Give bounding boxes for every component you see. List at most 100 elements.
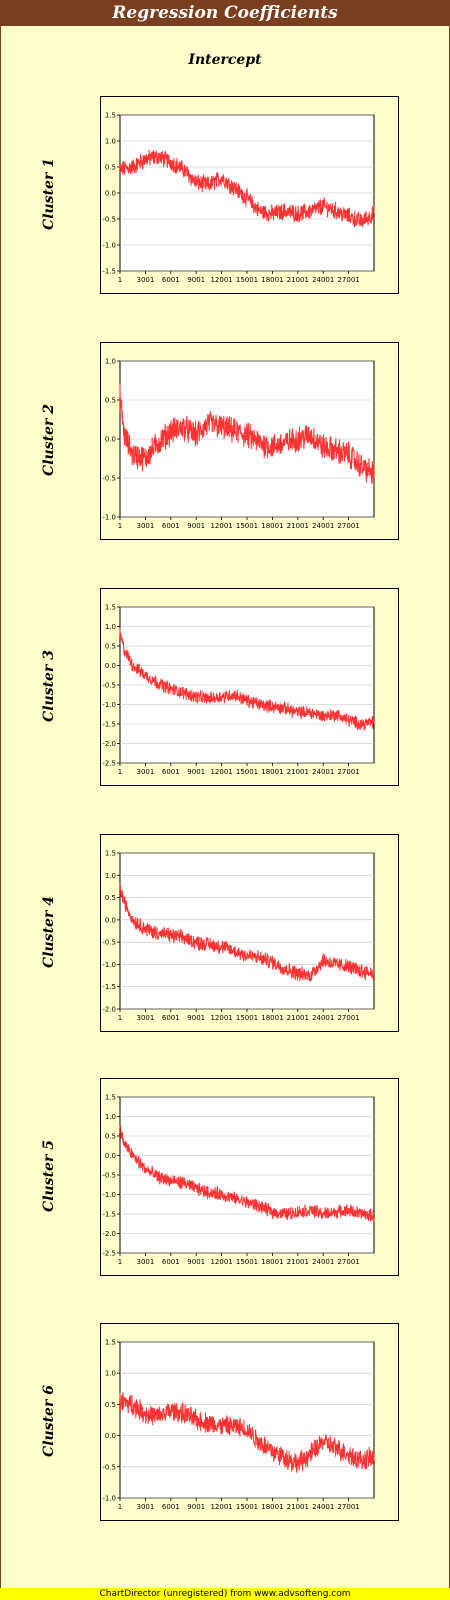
series-line [119, 883, 375, 982]
x-tick-label: 9001 [187, 276, 205, 284]
left-border [0, 26, 1, 1588]
cluster-axis-label: Cluster 3 [41, 650, 57, 722]
chart-panel: 1.5 1.0 0.5 0.0 -0.5 -1.0 -1.5 -2.0 -2.5 1 3001 600… [100, 1078, 399, 1276]
y-tick-label: -1.0 [102, 514, 116, 522]
series-line [119, 384, 375, 484]
y-tick-label: 0.0 [105, 1432, 116, 1440]
y-tick-label: 0.0 [105, 916, 116, 924]
cluster-axis-label: Cluster 1 [41, 158, 57, 230]
y-tick-label: -0.5 [102, 682, 116, 690]
y-tick-label: -0.5 [102, 1172, 116, 1180]
chart-svg: 1.5 1.0 0.5 0.0 -0.5 -1.0 -1.5 -2.01 3001 6001 900… [102, 850, 375, 1022]
x-tick-label: 1 [118, 276, 122, 284]
y-tick-label: -1.5 [102, 1211, 116, 1219]
x-tick-label: 6001 [162, 1014, 180, 1022]
x-tick-label: 24001 [312, 1014, 334, 1022]
x-tick-label: 15001 [236, 522, 258, 530]
y-tick-label: 0.0 [105, 662, 116, 670]
y-tick-label: 0.0 [105, 436, 116, 444]
x-tick-label: 3001 [136, 276, 154, 284]
chart-title-bar: Regression Coefficients [0, 0, 450, 26]
x-tick-label: 21001 [287, 1014, 309, 1022]
x-tick-label: 9001 [187, 1258, 205, 1266]
x-tick-label: 21001 [287, 522, 309, 530]
x-tick-label: 21001 [287, 276, 309, 284]
cluster-axis-label: Cluster 4 [41, 896, 57, 968]
page-title: Regression Coefficients [112, 3, 338, 23]
chart-svg: 1.5 1.0 0.5 0.0 -0.5 -1.01 3001 6001 9001 12001 15… [102, 1339, 375, 1511]
x-tick-label: 21001 [287, 768, 309, 776]
cluster-axis-label: Cluster 5 [41, 1140, 57, 1212]
y-tick-label: 0.5 [105, 164, 116, 172]
x-tick-label: 21001 [287, 1258, 309, 1266]
y-tick-label: -1.0 [102, 1495, 116, 1503]
y-tick-label: 0.5 [105, 1401, 116, 1409]
y-tick-label: 1.5 [105, 850, 116, 858]
x-tick-label: 15001 [236, 1014, 258, 1022]
x-tick-label: 15001 [236, 1503, 258, 1511]
x-tick-label: 15001 [236, 1258, 258, 1266]
y-tick-label: -2.5 [102, 1250, 116, 1258]
x-tick-label: 1 [118, 768, 122, 776]
y-tick-label: 1.0 [105, 138, 116, 146]
y-tick-label: -2.5 [102, 760, 116, 768]
y-tick-label: -1.0 [102, 701, 116, 709]
x-tick-label: 6001 [162, 522, 180, 530]
series-line [119, 1125, 375, 1222]
x-tick-label: 6001 [162, 1503, 180, 1511]
y-tick-label: 0.0 [105, 190, 116, 198]
x-tick-label: 3001 [136, 1503, 154, 1511]
chart-panel: 1.5 1.0 0.5 0.0 -0.5 -1.0 1 3001 6001 9001 12001 15… [100, 1323, 399, 1521]
x-tick-label: 12001 [210, 1503, 232, 1511]
chart-panel: 1.5 1.0 0.5 0.0 -0.5 -1.0 -1.5 1 3001 6001 9001 120… [100, 96, 399, 294]
x-tick-label: 1 [118, 1258, 122, 1266]
y-tick-label: -2.0 [102, 1230, 116, 1238]
y-tick-label: -0.5 [102, 216, 116, 224]
y-tick-label: 1.5 [105, 1094, 116, 1102]
x-tick-label: 12001 [210, 1014, 232, 1022]
x-tick-label: 15001 [236, 276, 258, 284]
x-tick-label: 1 [118, 1503, 122, 1511]
cluster-axis-label: Cluster 6 [41, 1385, 57, 1457]
series-line [119, 1391, 375, 1473]
x-tick-label: 9001 [187, 1503, 205, 1511]
y-tick-label: 1.0 [105, 1113, 116, 1121]
x-tick-label: 27001 [337, 1258, 359, 1266]
x-tick-label: 6001 [162, 768, 180, 776]
x-tick-label: 21001 [287, 1503, 309, 1511]
chart-panel: 1.5 1.0 0.5 0.0 -0.5 -1.0 -1.5 -2.0 -2.5 1 3001 600… [100, 588, 399, 786]
x-tick-label: 24001 [312, 522, 334, 530]
x-tick-label: 12001 [210, 768, 232, 776]
footer-credit: ChartDirector (unregistered) from www.ad… [0, 1588, 450, 1600]
x-tick-label: 1 [118, 1014, 122, 1022]
y-tick-label: 0.5 [105, 894, 116, 902]
chart-svg: 1.5 1.0 0.5 0.0 -0.5 -1.0 -1.5 -2.0 -2.51 3001 600… [102, 604, 375, 776]
x-tick-label: 24001 [312, 276, 334, 284]
y-tick-label: -1.0 [102, 1191, 116, 1199]
chart-panel: 1.5 1.0 0.5 0.0 -0.5 -1.0 -1.5 -2.0 1 3001 6001 900… [100, 834, 399, 1032]
y-tick-label: 0.5 [105, 1133, 116, 1141]
x-tick-label: 9001 [187, 522, 205, 530]
y-tick-label: 1.0 [105, 358, 116, 366]
x-tick-label: 27001 [337, 768, 359, 776]
plot-area [119, 852, 375, 1010]
x-tick-label: 27001 [337, 522, 359, 530]
y-tick-label: -1.0 [102, 961, 116, 969]
x-tick-label: 18001 [261, 522, 283, 530]
cluster-axis-label: Cluster 2 [41, 404, 57, 476]
x-tick-label: 24001 [312, 1503, 334, 1511]
y-tick-label: -0.5 [102, 475, 116, 483]
x-tick-label: 24001 [312, 768, 334, 776]
subtitle: Intercept [188, 52, 262, 68]
x-tick-label: 6001 [162, 1258, 180, 1266]
x-tick-label: 27001 [337, 1014, 359, 1022]
x-tick-label: 24001 [312, 1258, 334, 1266]
chart-svg: 1.0 0.5 0.0 -0.5 -1.01 3001 6001 9001 12001 15001… [102, 358, 375, 530]
x-tick-label: 9001 [187, 768, 205, 776]
y-tick-label: -1.5 [102, 983, 116, 991]
x-tick-label: 18001 [261, 1258, 283, 1266]
x-tick-label: 27001 [337, 276, 359, 284]
x-tick-label: 12001 [210, 276, 232, 284]
x-tick-label: 3001 [136, 1258, 154, 1266]
y-tick-label: 0.0 [105, 1152, 116, 1160]
